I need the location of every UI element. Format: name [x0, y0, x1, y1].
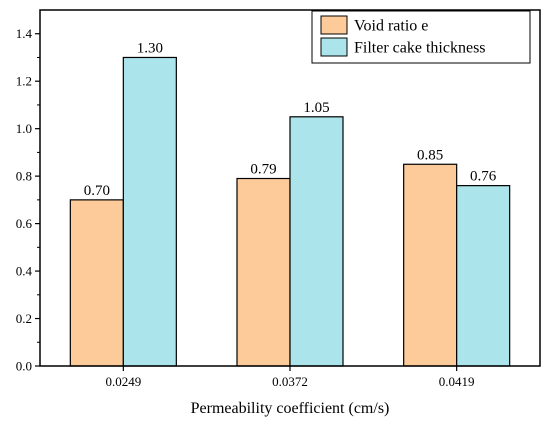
bar-filter-cake-1 — [289, 116, 344, 367]
y-axis: 0.0 0.2 0.4 0.6 0.8 1.0 1.2 1.4 — [16, 26, 40, 374]
bar-void-ratio-1 — [236, 177, 291, 367]
y-tick-label: 0.6 — [16, 216, 33, 231]
bar-value-label: 0.79 — [250, 162, 276, 178]
bar-value-label: 0.85 — [417, 147, 443, 163]
y-tick-label: 1.4 — [16, 26, 33, 41]
bars-layer — [69, 56, 511, 367]
x-tick-label: 0.0419 — [439, 374, 475, 389]
bar-void-ratio-0 — [69, 199, 124, 367]
value-labels-layer: 0.70 1.30 0.79 1.05 0.85 0.76 — [84, 40, 497, 198]
x-tick-label: 0.0249 — [105, 374, 141, 389]
legend-label-0: Void ratio e — [354, 18, 428, 35]
y-tick-label: 0.2 — [16, 311, 32, 326]
bar-value-label: 0.76 — [470, 169, 497, 185]
y-tick-label: 1.0 — [16, 121, 32, 136]
legend-swatch-1 — [320, 37, 348, 57]
x-axis: 0.0249 0.0372 0.0419 — [105, 366, 475, 389]
y-tick-label: 0.0 — [16, 359, 32, 374]
legend-label-1: Filter cake thickness — [354, 40, 486, 57]
bar-filter-cake-0 — [122, 56, 177, 367]
bar-value-label: 1.05 — [303, 100, 329, 116]
x-axis-title: Permeability coefficient (cm/s) — [191, 400, 390, 417]
bar-value-label: 1.30 — [137, 40, 163, 56]
y-tick-label: 0.8 — [16, 169, 32, 184]
bar-value-label: 0.70 — [84, 183, 110, 199]
bar-void-ratio-2 — [403, 163, 458, 367]
y-tick-label: 0.4 — [16, 264, 33, 279]
legend-swatch-0 — [320, 15, 348, 35]
y-tick-label: 1.2 — [16, 74, 32, 89]
x-tick-label: 0.0372 — [272, 374, 308, 389]
legend: Void ratio e Filter cake thickness — [311, 10, 531, 64]
bar-filter-cake-2 — [456, 185, 511, 367]
legend-frame — [311, 10, 531, 64]
